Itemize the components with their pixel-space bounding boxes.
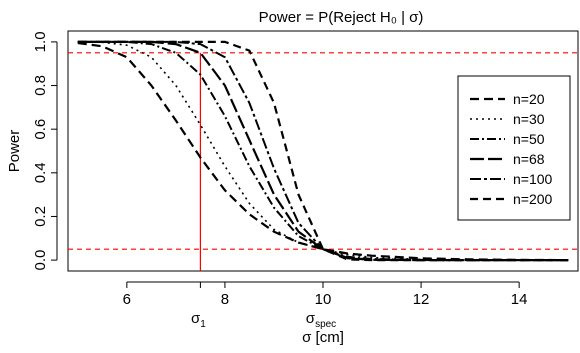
y-tick-label: 0.0 bbox=[32, 250, 49, 271]
y-axis-label: Power bbox=[6, 130, 23, 173]
x-axis: 6 8 10 12 14 bbox=[123, 281, 528, 308]
series-layer bbox=[77, 40, 569, 262]
legend-label: n=200 bbox=[513, 191, 553, 207]
chart-title: Power = P(Reject H₀ | σ) bbox=[259, 9, 424, 26]
plot-frame bbox=[67, 30, 579, 272]
legend: n=20 n=30 n=50 n=68 n=100 n=200 bbox=[457, 75, 571, 221]
x-tick-label: 14 bbox=[511, 291, 528, 308]
legend-label: n=30 bbox=[513, 111, 545, 127]
x-axis-label: σ [cm] bbox=[302, 329, 344, 346]
legend-label: n=20 bbox=[513, 91, 545, 107]
x-tick-label: 6 bbox=[123, 291, 131, 308]
legend-label: n=68 bbox=[513, 151, 545, 167]
legend-label: n=100 bbox=[513, 171, 553, 187]
y-tick-label: 1.0 bbox=[32, 31, 49, 52]
y-axis: 0.0 0.2 0.4 0.6 0.8 1.0 bbox=[32, 31, 58, 271]
y-tick-label: 0.4 bbox=[32, 162, 49, 183]
series-line-n-20 bbox=[77, 41, 569, 262]
sigma-spec-label: σspec bbox=[306, 310, 336, 330]
y-tick-label: 0.6 bbox=[32, 119, 49, 140]
x-tick-label: 10 bbox=[315, 291, 332, 308]
y-tick-label: 0.8 bbox=[32, 75, 49, 96]
x-tick-label: 12 bbox=[413, 291, 430, 308]
sigma1-label: σ1 bbox=[191, 310, 206, 330]
legend-label: n=50 bbox=[513, 131, 545, 147]
x-tick-label: 8 bbox=[221, 291, 229, 308]
y-tick-label: 0.2 bbox=[32, 206, 49, 227]
series-line-n-200 bbox=[77, 40, 569, 262]
sigma-labels: σ1 σspec bbox=[191, 310, 336, 330]
